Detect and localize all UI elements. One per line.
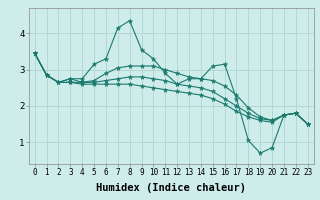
X-axis label: Humidex (Indice chaleur): Humidex (Indice chaleur) — [96, 183, 246, 193]
